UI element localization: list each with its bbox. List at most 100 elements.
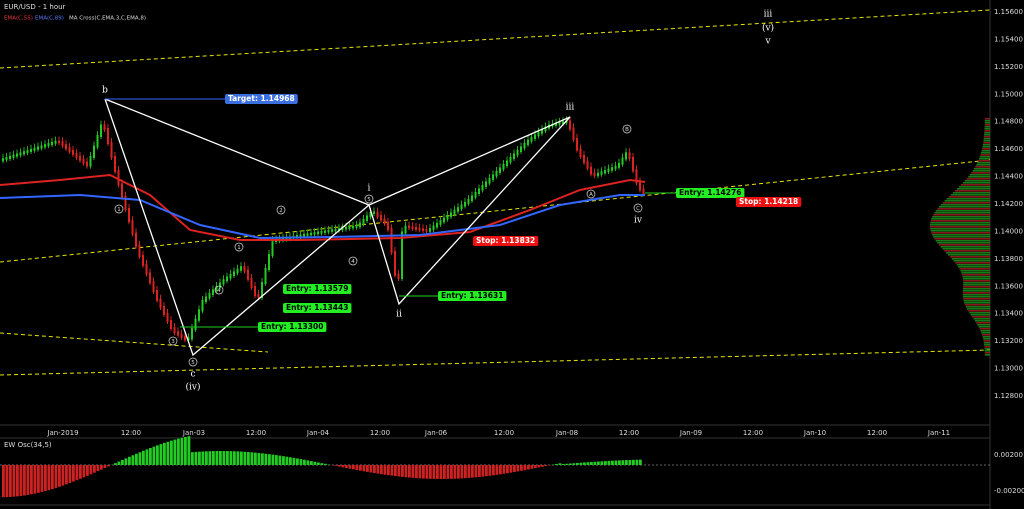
time-label: Jan-10 — [803, 429, 826, 437]
osc-bar — [485, 465, 488, 477]
candle — [439, 220, 442, 225]
chart-title: EUR/USD - 1 hour — [4, 3, 66, 11]
osc-bar — [593, 461, 597, 465]
price-label: 1.13200 — [994, 337, 1023, 345]
osc-bar — [264, 453, 268, 465]
profile-bar — [938, 206, 990, 208]
price-label: 1.15200 — [994, 63, 1023, 71]
candle — [149, 272, 151, 284]
profile-bar — [984, 346, 990, 348]
osc-bar — [61, 465, 65, 486]
candle — [306, 233, 309, 236]
osc-bar — [488, 465, 492, 476]
osc-bar — [75, 465, 79, 481]
profile-bar — [982, 334, 990, 336]
profile-bar — [962, 274, 990, 276]
profile-bar — [944, 250, 990, 252]
candle — [310, 232, 312, 236]
osc-bar — [408, 465, 411, 478]
profile-bar — [958, 266, 990, 268]
candle — [436, 222, 438, 228]
candle — [443, 217, 445, 223]
candle — [562, 121, 564, 124]
candle — [233, 271, 235, 276]
osc-bar — [373, 465, 376, 474]
candle — [523, 143, 526, 149]
profile-bar — [963, 298, 990, 300]
osc-bar — [82, 465, 86, 478]
candle — [261, 282, 263, 298]
osc-bar — [72, 465, 75, 482]
candle — [383, 218, 386, 224]
candle — [212, 289, 214, 295]
profile-bar — [944, 200, 990, 202]
osc-bar — [184, 436, 187, 465]
candle — [509, 157, 512, 163]
candle — [19, 152, 22, 156]
time-label: Jan-2019 — [46, 429, 78, 437]
candle — [58, 140, 60, 144]
profile-bar — [984, 348, 990, 350]
osc-bar — [191, 452, 194, 465]
wave-marker-label: 1 — [237, 245, 241, 251]
candle — [348, 226, 351, 229]
osc-bar — [12, 465, 16, 497]
wave-label: (v) — [762, 23, 774, 34]
profile-bar — [961, 184, 990, 186]
osc-bar — [516, 465, 520, 472]
candle — [429, 228, 431, 232]
profile-bar — [984, 132, 990, 134]
osc-bar — [534, 465, 537, 469]
candle — [460, 204, 463, 210]
osc-bar — [436, 465, 439, 479]
candle — [502, 164, 505, 170]
candle — [380, 215, 382, 221]
osc-bar — [215, 451, 219, 465]
time-label: Jan-09 — [679, 429, 702, 437]
candle — [604, 170, 606, 174]
profile-bar — [982, 146, 990, 148]
trend-lines — [0, 9, 991, 376]
osc-bar — [597, 461, 600, 465]
osc-bar — [240, 451, 243, 465]
wave-marker-label: 4 — [351, 259, 355, 265]
osc-bar — [313, 461, 317, 465]
osc-bar — [124, 458, 128, 465]
candle — [345, 226, 347, 230]
candle — [89, 156, 92, 167]
time-label: Jan-04 — [306, 429, 330, 437]
osc-bar — [187, 436, 191, 465]
candle — [215, 286, 218, 292]
price-label: 1.12800 — [994, 392, 1023, 400]
osc-bar — [26, 465, 30, 495]
price-label: 1.14400 — [994, 173, 1023, 181]
profile-bar — [930, 226, 990, 228]
osc-bar — [278, 455, 282, 465]
candle — [555, 122, 557, 126]
osc-bar — [121, 459, 124, 465]
osc-bar — [345, 465, 348, 468]
profile-bar — [984, 120, 990, 122]
osc-bar — [639, 459, 642, 465]
time-label: 12:00 — [867, 429, 887, 437]
candle — [229, 274, 232, 279]
price-tag-label: Entry: 1.13631 — [441, 291, 503, 300]
profile-bar — [984, 118, 990, 120]
profile-bar — [974, 320, 990, 322]
candle — [47, 143, 50, 147]
profile-bar — [984, 352, 990, 354]
osc-bar — [170, 440, 173, 465]
profile-bar — [981, 152, 990, 154]
wave-marker-label: A — [589, 192, 593, 198]
osc-bar — [492, 465, 495, 476]
osc-bar — [341, 465, 345, 468]
osc-bar — [23, 465, 26, 496]
osc-bar — [292, 457, 296, 465]
candle — [201, 300, 204, 312]
price-tag — [258, 322, 327, 332]
candle — [401, 231, 403, 279]
candle — [54, 140, 57, 144]
profile-bar — [931, 218, 990, 220]
osc-bar — [628, 459, 632, 465]
profile-bar — [981, 332, 990, 334]
